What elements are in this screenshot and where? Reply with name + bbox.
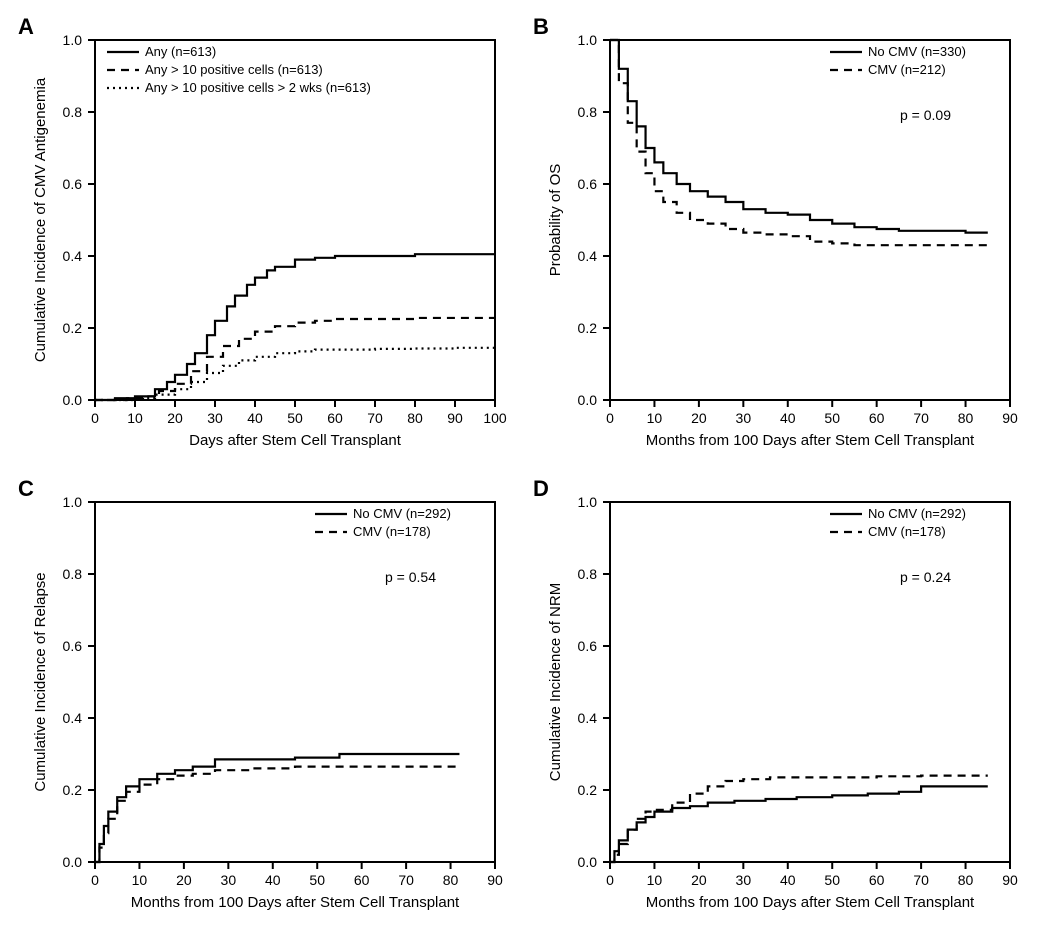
svg-text:60: 60 (327, 410, 343, 426)
svg-text:0.6: 0.6 (63, 176, 83, 192)
svg-text:60: 60 (869, 410, 885, 426)
svg-text:0.0: 0.0 (578, 854, 598, 870)
svg-text:80: 80 (407, 410, 423, 426)
svg-text:No CMV (n=292): No CMV (n=292) (353, 506, 451, 521)
svg-text:0.2: 0.2 (63, 320, 83, 336)
svg-text:Days after Stem Cell Transplan: Days after Stem Cell Transplant (189, 432, 402, 449)
panel-letter: D (533, 476, 549, 502)
svg-text:CMV (n=178): CMV (n=178) (868, 524, 946, 539)
svg-text:30: 30 (736, 410, 752, 426)
panel-d: 0 10 20 30 40 50 60 70 80 90 0.0 0.2 0.4 0.6 0.8 1.0 Mon… (525, 472, 1040, 934)
svg-text:Any > 10 positive cells > 2 wk: Any > 10 positive cells > 2 wks (n=613) (145, 80, 371, 95)
svg-text:90: 90 (487, 872, 503, 888)
svg-text:40: 40 (780, 872, 796, 888)
panel-letter: A (18, 14, 34, 40)
svg-text:0.6: 0.6 (578, 176, 598, 192)
svg-text:10: 10 (647, 410, 663, 426)
svg-text:0.4: 0.4 (63, 710, 83, 726)
svg-text:CMV (n=212): CMV (n=212) (868, 62, 946, 77)
svg-text:60: 60 (354, 872, 370, 888)
svg-text:20: 20 (691, 410, 707, 426)
svg-text:30: 30 (221, 872, 237, 888)
svg-text:0.4: 0.4 (578, 710, 598, 726)
svg-text:No CMV (n=292): No CMV (n=292) (868, 506, 966, 521)
svg-text:0.2: 0.2 (578, 782, 598, 798)
svg-text:Probability of OS: Probability of OS (547, 164, 564, 277)
panel-c: 0 10 20 30 40 50 60 70 80 90 0.0 0.2 0.4 0.6 0.8 1.0 Mon… (10, 472, 525, 934)
svg-text:Cumulative Incidence of Relaps: Cumulative Incidence of Relapse (32, 572, 49, 791)
svg-text:20: 20 (167, 410, 183, 426)
svg-text:100: 100 (483, 410, 507, 426)
svg-text:0: 0 (91, 872, 99, 888)
svg-text:No CMV (n=330): No CMV (n=330) (868, 44, 966, 59)
svg-text:50: 50 (824, 872, 840, 888)
panel-letter: C (18, 476, 34, 502)
svg-text:70: 70 (913, 410, 929, 426)
svg-text:0.8: 0.8 (63, 104, 83, 120)
svg-text:Months from 100 Days after Ste: Months from 100 Days after Stem Cell Tra… (131, 894, 460, 911)
svg-text:80: 80 (443, 872, 459, 888)
svg-text:90: 90 (1002, 872, 1018, 888)
svg-text:0.8: 0.8 (63, 566, 83, 582)
svg-text:Any (n=613): Any (n=613) (145, 44, 216, 59)
svg-text:0.8: 0.8 (578, 104, 598, 120)
svg-text:CMV (n=178): CMV (n=178) (353, 524, 431, 539)
svg-text:0.0: 0.0 (63, 854, 83, 870)
svg-text:1.0: 1.0 (578, 494, 598, 510)
svg-text:0.4: 0.4 (578, 248, 598, 264)
svg-text:Any > 10 positive cells (n=613: Any > 10 positive cells (n=613) (145, 62, 323, 77)
svg-text:Months from 100 Days after Ste: Months from 100 Days after Stem Cell Tra… (646, 894, 975, 911)
svg-text:p = 0.09: p = 0.09 (900, 107, 951, 123)
svg-text:40: 40 (247, 410, 263, 426)
svg-text:60: 60 (869, 872, 885, 888)
panel-b: 0 10 20 30 40 50 60 70 80 90 0.0 0.2 0.4 0.6 0.8 1.0 Mon… (525, 10, 1040, 472)
svg-text:70: 70 (367, 410, 383, 426)
svg-text:Cumulative Incidence of CMV An: Cumulative Incidence of CMV Antigenemia (32, 77, 49, 362)
svg-text:0: 0 (606, 872, 614, 888)
svg-text:Cumulative Incidence of NRM: Cumulative Incidence of NRM (547, 583, 564, 781)
svg-text:40: 40 (780, 410, 796, 426)
svg-text:0.2: 0.2 (63, 782, 83, 798)
svg-text:0.6: 0.6 (63, 638, 83, 654)
svg-text:0.8: 0.8 (578, 566, 598, 582)
svg-text:20: 20 (691, 872, 707, 888)
svg-text:10: 10 (132, 872, 148, 888)
svg-text:p = 0.24: p = 0.24 (900, 569, 951, 585)
svg-text:20: 20 (176, 872, 192, 888)
svg-text:Months from 100 Days after Ste: Months from 100 Days after Stem Cell Tra… (646, 432, 975, 449)
svg-text:80: 80 (958, 872, 974, 888)
svg-text:40: 40 (265, 872, 281, 888)
svg-text:p = 0.54: p = 0.54 (385, 569, 436, 585)
svg-text:70: 70 (913, 872, 929, 888)
svg-text:0: 0 (91, 410, 99, 426)
svg-text:0.0: 0.0 (63, 392, 83, 408)
svg-text:50: 50 (287, 410, 303, 426)
svg-text:50: 50 (309, 872, 325, 888)
svg-text:0.4: 0.4 (63, 248, 83, 264)
svg-text:0: 0 (606, 410, 614, 426)
svg-text:30: 30 (207, 410, 223, 426)
svg-text:1.0: 1.0 (578, 32, 598, 48)
panel-letter: B (533, 14, 549, 40)
svg-text:0.6: 0.6 (578, 638, 598, 654)
svg-text:50: 50 (824, 410, 840, 426)
svg-text:1.0: 1.0 (63, 494, 83, 510)
svg-text:0.2: 0.2 (578, 320, 598, 336)
panel-a: 0 10 20 30 40 50 60 70 80 90 100 0.0 0.2 0.4 0.6 0.8 1.0… (10, 10, 525, 472)
svg-text:70: 70 (398, 872, 414, 888)
svg-text:30: 30 (736, 872, 752, 888)
svg-text:90: 90 (1002, 410, 1018, 426)
svg-text:0.0: 0.0 (578, 392, 598, 408)
svg-text:80: 80 (958, 410, 974, 426)
svg-text:10: 10 (647, 872, 663, 888)
svg-text:10: 10 (127, 410, 143, 426)
svg-text:90: 90 (447, 410, 463, 426)
svg-text:1.0: 1.0 (63, 32, 83, 48)
chart-grid: 01020304050607080901000.00.20.40.60.81.0… (10, 10, 1040, 934)
